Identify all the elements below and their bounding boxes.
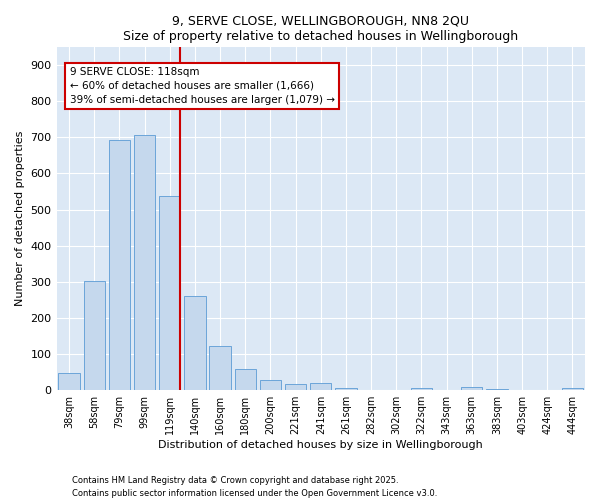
Bar <box>411 388 432 390</box>
Bar <box>58 373 80 390</box>
Bar <box>235 368 256 390</box>
Bar <box>83 282 105 390</box>
Title: 9, SERVE CLOSE, WELLINGBOROUGH, NN8 2QU
Size of property relative to detached ho: 9, SERVE CLOSE, WELLINGBOROUGH, NN8 2QU … <box>123 15 518 43</box>
Bar <box>209 346 231 390</box>
Bar <box>335 388 356 390</box>
Bar <box>461 386 482 390</box>
Y-axis label: Number of detached properties: Number of detached properties <box>15 131 25 306</box>
Bar <box>159 196 181 390</box>
X-axis label: Distribution of detached houses by size in Wellingborough: Distribution of detached houses by size … <box>158 440 483 450</box>
Bar <box>109 140 130 390</box>
Bar <box>184 296 206 390</box>
Bar <box>260 380 281 390</box>
Text: Contains HM Land Registry data © Crown copyright and database right 2025.
Contai: Contains HM Land Registry data © Crown c… <box>72 476 437 498</box>
Bar <box>285 384 307 390</box>
Bar <box>562 388 583 390</box>
Bar <box>134 135 155 390</box>
Text: 9 SERVE CLOSE: 118sqm
← 60% of detached houses are smaller (1,666)
39% of semi-d: 9 SERVE CLOSE: 118sqm ← 60% of detached … <box>70 67 335 105</box>
Bar <box>310 384 331 390</box>
